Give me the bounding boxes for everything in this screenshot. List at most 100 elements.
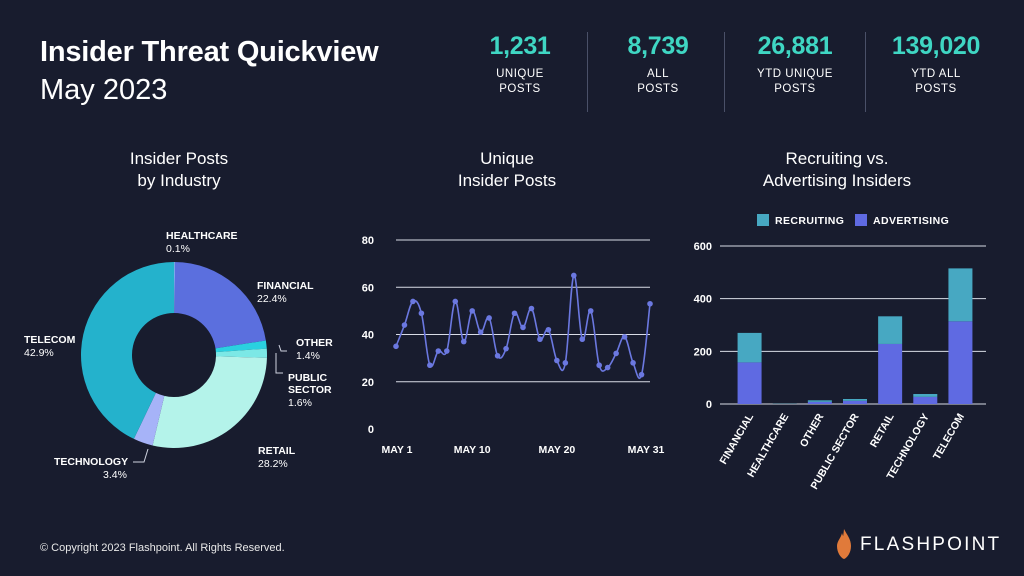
legend-swatch-recruiting (757, 214, 769, 226)
line-ytick-label: 60 (362, 282, 374, 294)
pie-label-other: OTHER (296, 337, 333, 349)
bar-recruiting-other (807, 400, 832, 402)
brand-logo-text: FLASHPOINT (860, 534, 1002, 555)
pie-slice-other (215, 340, 267, 353)
legend-label-advertising: ADVERTISING (873, 215, 949, 227)
pie-slice-telecom (80, 262, 174, 439)
line-ytick-label: 0 (368, 424, 374, 436)
pie-leader-public-sector (275, 353, 283, 374)
bar-advertising-other (807, 401, 832, 404)
line-point-may-10 (469, 308, 475, 314)
pie-label-telecom: TELECOM (24, 334, 76, 346)
pie-chart-title: Insider Posts by Industry (129, 149, 229, 190)
line-point-may-23 (579, 336, 586, 343)
line-point-may-2 (401, 322, 408, 328)
pie-label-public-sector-line1: PUBLIC (288, 372, 328, 384)
line-ytick-label: 40 (362, 330, 374, 342)
line-point-may-7 (444, 348, 450, 354)
line-point-may-9 (460, 338, 467, 345)
stat-value: 1,231 (489, 32, 551, 60)
pie-leader-other (278, 344, 287, 352)
line-point-may-3 (410, 298, 416, 305)
unique-posts-line-chart: 0 20 40 60 80 MAY 1 MAY 10 MAY 20 MAY 31 (362, 235, 665, 456)
pie-slice-healthcare (174, 262, 175, 314)
line-point-may-31 (647, 300, 653, 307)
stat-divider (724, 32, 725, 112)
bar-ytick-label: 400 (694, 294, 712, 306)
line-point-may-29 (630, 360, 636, 366)
bar-recruiting-financial (737, 332, 762, 363)
stat-all-posts: 8,739 ALL POSTS (588, 32, 728, 97)
stat-ytd-unique-posts: 26,881 YTD UNIQUE POSTS (725, 32, 865, 97)
legend-swatch-advertising (855, 214, 867, 226)
pie-value-financial: 22.4% (257, 293, 287, 305)
line-xtick-label: MAY 10 (454, 444, 491, 456)
stat-label: UNIQUE POSTS (496, 68, 544, 95)
line-point-may-1 (393, 343, 399, 350)
copyright-text: © Copyright 2023 Flashpoint. All Rights … (40, 542, 285, 554)
pie-value-telecom: 42.9% (24, 347, 54, 359)
line-point-may-21 (562, 360, 569, 366)
bar-ytick-label: 0 (706, 399, 712, 411)
line-point-may-14 (503, 345, 509, 352)
line-xtick-label: MAY 31 (628, 444, 665, 456)
line-point-may-19 (545, 326, 552, 333)
pie-slice-technology (133, 392, 165, 446)
line-chart-title: Unique Insider Posts (457, 149, 557, 190)
pie-value-other: 1.4% (296, 350, 320, 362)
line-point-may-24 (587, 308, 594, 314)
pie-value-retail: 28.2% (258, 458, 288, 470)
line-xtick-label: MAY 20 (538, 444, 575, 456)
stat-label: ALL POSTS (637, 68, 679, 95)
stat-divider (865, 32, 866, 112)
line-ytick-label: 80 (362, 235, 374, 247)
bar-advertising-public-sector (843, 400, 867, 404)
pie-label-financial: FINANCIAL (257, 280, 314, 292)
line-point-may-20 (554, 357, 560, 364)
stat-ytd-all-posts: 139,020 YTD ALL POSTS (866, 32, 1006, 97)
line-ytick-label: 20 (362, 377, 374, 389)
line-point-may-8 (452, 298, 459, 305)
pie-label-retail: RETAIL (258, 445, 296, 457)
legend-label-recruiting: RECRUITING (775, 215, 844, 227)
bar-recruiting-telecom (948, 268, 973, 322)
line-point-may-18 (537, 336, 543, 343)
line-point-may-25 (596, 362, 602, 369)
line-point-may-15 (511, 310, 518, 317)
stat-value: 139,020 (891, 32, 981, 60)
bar-xtick-label-retail: RETAIL (868, 411, 897, 450)
line-point-may-30 (638, 371, 645, 378)
line-point-may-11 (477, 329, 484, 335)
bar-xtick-label-financial: FINANCIAL (717, 411, 756, 467)
stat-unique-posts: 1,231 UNIQUE POSTS (450, 32, 590, 97)
line-point-may-17 (528, 305, 535, 312)
stat-label: YTD ALL POSTS (911, 68, 961, 95)
stat-value: 8,739 (627, 32, 689, 60)
pie-leader-technology (133, 448, 149, 463)
pie-label-public-sector-line2: SECTOR (288, 384, 332, 396)
line-xtick-label: MAY 1 (382, 444, 413, 456)
bar-chart-title: Recruiting vs. Advertising Insiders (762, 149, 912, 190)
stat-divider (587, 32, 588, 112)
page-subtitle: May 2023 (40, 74, 168, 106)
line-point-may-12 (486, 315, 492, 321)
line-point-may-27 (613, 350, 619, 357)
line-point-may-5 (427, 362, 433, 369)
bar-xtick-label-telecom: TELECOM (931, 411, 967, 462)
bar-recruiting-technology (913, 393, 938, 397)
stat-label: YTD UNIQUE POSTS (757, 68, 833, 95)
pie-value-public-sector: 1.6% (288, 397, 312, 409)
bar-xtick-label-other: OTHER (798, 411, 827, 449)
line-point-may-4 (418, 310, 425, 317)
stats-panel: 1,231 UNIQUE POSTS 8,739 ALL POSTS 26,88… (450, 32, 1010, 112)
stat-value: 26,881 (757, 32, 833, 60)
pie-label-technology: TECHNOLOGY (54, 456, 128, 468)
line-point-may-13 (494, 352, 501, 359)
flashpoint-flame-icon (837, 529, 851, 559)
bar-recruiting-retail (878, 316, 903, 344)
pie-value-technology: 3.4% (103, 469, 127, 481)
bar-ytick-label: 200 (694, 346, 712, 358)
line-point-may-6 (435, 348, 442, 354)
bar-recruiting-public-sector (843, 398, 867, 401)
pie-label-healthcare: HEALTHCARE (166, 230, 238, 242)
